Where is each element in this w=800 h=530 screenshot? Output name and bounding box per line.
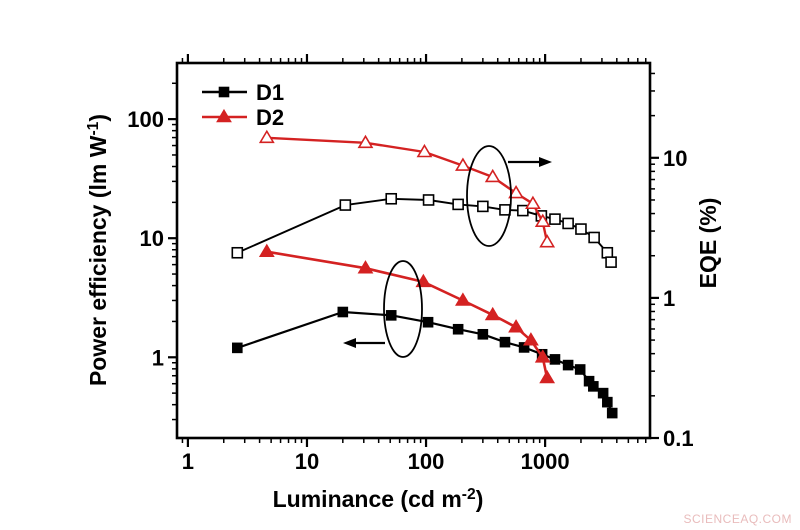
data-point-marker xyxy=(508,319,524,333)
eqe-group-ellipse xyxy=(466,145,512,247)
data-point-marker xyxy=(562,217,574,230)
data-point-marker xyxy=(601,246,614,259)
power-efficiency-group-ellipse xyxy=(383,260,423,358)
watermark: SCIENCEAQ.COM xyxy=(683,512,792,526)
data-point-marker xyxy=(518,342,530,353)
data-point-marker xyxy=(357,260,374,274)
data-point-marker xyxy=(539,369,556,384)
data-point-marker xyxy=(562,359,574,371)
data-point-marker xyxy=(597,387,609,399)
data-point-marker xyxy=(523,332,539,346)
data-point-marker xyxy=(357,134,374,149)
data-point-marker xyxy=(258,243,275,258)
series-d1-eqe xyxy=(231,192,617,268)
series-line xyxy=(266,250,549,379)
data-point-marker xyxy=(588,231,600,244)
data-point-marker xyxy=(452,323,464,335)
series-d2-power-efficiency xyxy=(258,243,556,384)
y-left-tick-label: 10 xyxy=(140,226,164,251)
data-point-marker xyxy=(477,328,489,340)
data-point-marker xyxy=(339,199,352,211)
data-point-marker xyxy=(218,86,230,98)
annotations xyxy=(343,145,552,358)
data-point-marker xyxy=(517,204,529,217)
data-point-marker xyxy=(574,364,586,375)
series-d2-eqe xyxy=(258,129,556,248)
data-point-marker xyxy=(452,198,464,211)
data-point-marker xyxy=(337,306,349,318)
data-point-marker xyxy=(606,407,618,419)
data-point-marker xyxy=(549,354,561,365)
data-point-marker xyxy=(534,349,551,363)
data-point-marker xyxy=(508,185,524,199)
data-point-marker xyxy=(455,157,471,171)
data-point-marker xyxy=(477,200,489,213)
data-point-marker xyxy=(575,223,587,235)
x-tick-label: 100 xyxy=(408,449,445,474)
data-point-marker xyxy=(602,396,613,408)
x-tick-label: 10 xyxy=(295,449,319,474)
legend-item-d2: D2 xyxy=(202,105,284,130)
tick-labels: 1 10 100 1000 1 10 100 0.1 1 10 xyxy=(127,107,693,474)
y-right-tick-label: 10 xyxy=(663,146,687,171)
data-point-marker xyxy=(549,213,561,225)
plot-frame xyxy=(175,61,652,440)
legend-label: D1 xyxy=(256,80,284,105)
y-right-tick-label: 0.1 xyxy=(663,426,694,451)
data-point-marker xyxy=(499,204,511,216)
y-left-tick-label: 1 xyxy=(152,345,164,370)
data-point-marker xyxy=(534,213,551,227)
data-point-marker xyxy=(385,310,397,321)
data-point-marker xyxy=(588,381,599,392)
x-tick-label: 1000 xyxy=(521,449,570,474)
series-line xyxy=(266,136,549,243)
data-point-marker xyxy=(422,194,435,206)
series-d1-power-efficiency xyxy=(232,306,618,419)
data-point-marker xyxy=(539,234,556,248)
data-point-marker xyxy=(232,342,243,354)
legend-label: D2 xyxy=(256,105,284,130)
data-point-marker xyxy=(422,316,434,328)
legend-item-d1: D1 xyxy=(202,80,284,105)
y-right-axis-label: EQE (%) xyxy=(695,198,721,289)
data-point-marker xyxy=(258,129,275,144)
eqe-right-arrow-head xyxy=(539,157,552,167)
data-point-marker xyxy=(415,273,432,288)
data-point-marker xyxy=(216,108,232,123)
data-point-marker xyxy=(499,336,511,348)
data-point-marker xyxy=(416,143,433,158)
data-point-marker xyxy=(385,192,398,205)
series-line xyxy=(236,197,612,263)
x-axis-label: Luminance (cd m-2) xyxy=(273,486,484,512)
data-point-marker xyxy=(525,195,541,210)
data-point-marker xyxy=(484,306,501,321)
y-right-tick-label: 1 xyxy=(663,286,675,311)
data-point-marker xyxy=(231,246,244,259)
y-left-tick-label: 100 xyxy=(127,107,164,132)
data-point-marker xyxy=(455,292,471,306)
x-tick-label: 1 xyxy=(182,449,194,474)
power-efficiency-left-arrow-head xyxy=(343,338,356,348)
tick-marks xyxy=(168,54,659,447)
data-point-marker xyxy=(605,256,617,268)
y-left-axis-label: Power efficiency (lm W-1) xyxy=(85,114,111,386)
axes xyxy=(175,61,652,440)
data-point-marker xyxy=(484,168,501,183)
